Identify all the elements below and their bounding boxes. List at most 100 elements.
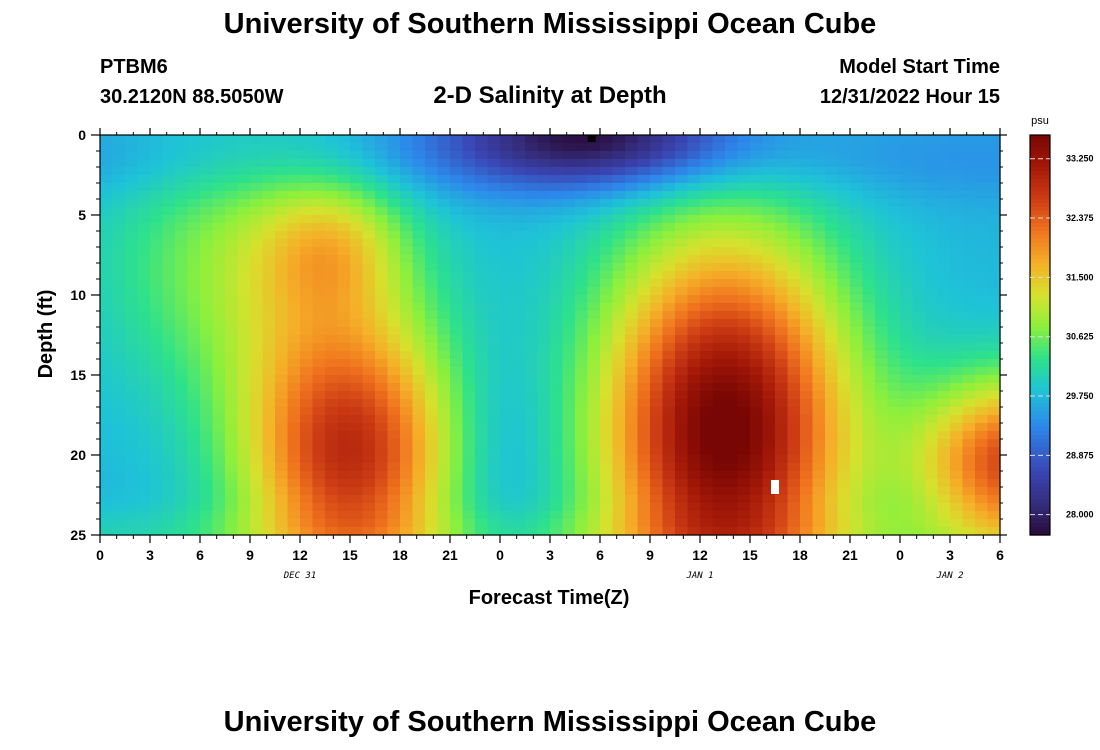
colorbar-tick-label: 28.875 (1066, 450, 1094, 460)
heatmap-cell (750, 367, 764, 376)
heatmap-cell (187, 207, 201, 216)
heatmap-cell (187, 399, 201, 408)
heatmap-cell (412, 431, 426, 440)
heatmap-cell (900, 159, 914, 168)
heatmap-cell (825, 255, 839, 264)
heatmap-cell (512, 199, 526, 208)
heatmap-cell (975, 359, 989, 368)
heatmap-cell (262, 231, 276, 240)
heatmap-cell (362, 423, 376, 432)
heatmap-cell (612, 519, 626, 528)
heatmap-cell (400, 151, 414, 160)
heatmap-cell (912, 463, 926, 472)
heatmap-cell (412, 343, 426, 352)
heatmap-cell (750, 447, 764, 456)
heatmap-cell (362, 487, 376, 496)
heatmap-cell (825, 135, 839, 144)
heatmap-cell (450, 495, 464, 504)
heatmap-cell (350, 303, 364, 312)
colorbar-swatch (1030, 167, 1050, 172)
heatmap-cell (187, 463, 201, 472)
heatmap-cell (587, 399, 601, 408)
heatmap-cell (487, 463, 501, 472)
heatmap-cell (525, 199, 539, 208)
heatmap-cell (837, 375, 851, 384)
heatmap-cell (812, 463, 826, 472)
heatmap-cell (712, 415, 726, 424)
heatmap-cell (975, 351, 989, 360)
heatmap-cell (762, 143, 776, 152)
heatmap-cell (250, 183, 264, 192)
heatmap-cell (150, 471, 164, 480)
heatmap-cell (525, 479, 539, 488)
heatmap-cell (437, 351, 451, 360)
heatmap-cell (700, 455, 714, 464)
heatmap-cell (625, 375, 639, 384)
heatmap-cell (375, 191, 389, 200)
heatmap-cell (462, 495, 476, 504)
heatmap-cell (500, 215, 514, 224)
heatmap-cell (437, 455, 451, 464)
heatmap-cell (962, 391, 976, 400)
heatmap-cell (487, 487, 501, 496)
heatmap-cell (537, 143, 551, 152)
colorbar-swatch (1030, 367, 1050, 372)
heatmap-cell (212, 463, 226, 472)
heatmap-cell (362, 159, 376, 168)
heatmap-cell (437, 463, 451, 472)
heatmap-cell (762, 407, 776, 416)
heatmap-cell (187, 351, 201, 360)
heatmap-cell (425, 271, 439, 280)
heatmap-cell (500, 175, 514, 184)
heatmap-cell (550, 199, 564, 208)
heatmap-cell (937, 359, 951, 368)
heatmap-cell (962, 351, 976, 360)
heatmap-cell (987, 423, 1001, 432)
colorbar-swatch (1030, 279, 1050, 284)
heatmap-cell (287, 391, 301, 400)
heatmap-cell (600, 359, 614, 368)
heatmap-cell (312, 231, 326, 240)
heatmap-cell (912, 423, 926, 432)
heatmap-cell (825, 455, 839, 464)
heatmap-cell (487, 199, 501, 208)
colorbar-swatch (1030, 375, 1050, 380)
heatmap-cell (150, 255, 164, 264)
heatmap-cell (150, 279, 164, 288)
heatmap-cell (775, 367, 789, 376)
heatmap-cell (137, 199, 151, 208)
heatmap-cell (862, 199, 876, 208)
heatmap-cell (950, 407, 964, 416)
heatmap-cell (425, 295, 439, 304)
heatmap-cell (200, 439, 214, 448)
heatmap-cell (637, 279, 651, 288)
heatmap-cell (437, 215, 451, 224)
heatmap-cell (950, 319, 964, 328)
heatmap-cell (487, 175, 501, 184)
heatmap-cell (862, 287, 876, 296)
heatmap-cell (112, 159, 126, 168)
heatmap-cell (725, 223, 739, 232)
heatmap-cell (525, 175, 539, 184)
heatmap-cell (500, 503, 514, 512)
heatmap-cell (562, 455, 576, 464)
heatmap-cell (212, 183, 226, 192)
heatmap-cell (487, 247, 501, 256)
heatmap-cell (812, 271, 826, 280)
heatmap-cell (875, 495, 889, 504)
heatmap-cell (300, 439, 314, 448)
heatmap-cell (912, 431, 926, 440)
heatmap-cell (950, 335, 964, 344)
heatmap-cell (175, 191, 189, 200)
heatmap-cell (137, 183, 151, 192)
heatmap-cell (275, 375, 289, 384)
heatmap-cell (850, 439, 864, 448)
heatmap-cell (787, 375, 801, 384)
heatmap-cell (437, 175, 451, 184)
heatmap-cell (837, 159, 851, 168)
heatmap-cell (787, 159, 801, 168)
heatmap-cell (837, 327, 851, 336)
heatmap-cell (937, 223, 951, 232)
heatmap-cell (162, 143, 176, 152)
heatmap-cell (275, 231, 289, 240)
